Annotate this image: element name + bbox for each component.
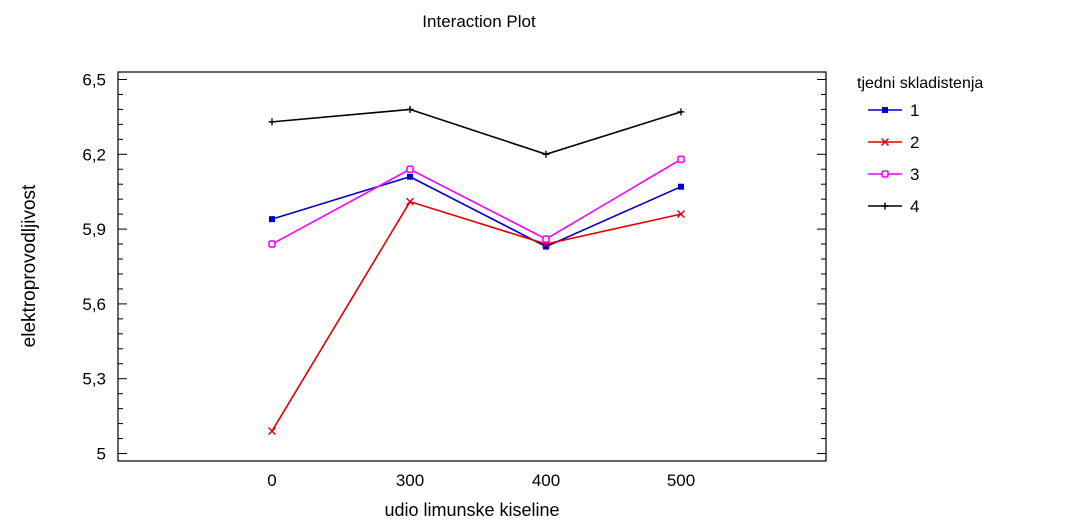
x-tick-label: 0 [267, 471, 276, 490]
data-point [542, 235, 550, 243]
y-axis-label: elektroprovodljivost [19, 184, 40, 347]
data-point [268, 240, 276, 248]
series-line [271, 158, 682, 245]
series-4 [268, 105, 685, 158]
legend-item-2: 2 [868, 133, 919, 152]
series-3 [268, 155, 685, 248]
legend-marker [881, 138, 889, 146]
data-point [406, 105, 414, 113]
legend-item-1: 1 [868, 101, 919, 120]
x-axis-label: udio limunske kiseline [384, 500, 559, 520]
data-point [678, 183, 684, 190]
x-axis: 0 300 400 500 [267, 471, 695, 490]
y-tick-label: 6,2 [82, 145, 106, 164]
legend-item-3: 3 [868, 165, 919, 184]
x-tick-label: 300 [396, 471, 424, 490]
y-tick-label: 5,6 [82, 295, 106, 314]
data-point [268, 427, 276, 436]
series-line [271, 200, 682, 432]
chart-title: Interaction Plot [422, 12, 536, 31]
series-1 [269, 173, 684, 250]
x-tick-label: 500 [667, 471, 695, 490]
y-tick-label: 5,3 [82, 370, 106, 389]
y-tick-label: 6,5 [82, 70, 106, 89]
legend-marker [881, 170, 889, 178]
legend-title: tjedni skladistenja [857, 75, 983, 92]
series-2 [268, 197, 685, 436]
legend-label: 2 [910, 133, 919, 152]
data-point [542, 150, 550, 158]
data-point [677, 155, 685, 164]
legend-marker [881, 202, 889, 210]
legend-marker [882, 107, 888, 113]
marker-stroke [677, 210, 685, 219]
legend-items: 1 2 3 4 [868, 101, 919, 216]
marker-stroke [406, 197, 414, 206]
series-layer [268, 105, 685, 436]
series-line [271, 108, 682, 156]
y-tick-label: 5 [97, 445, 106, 464]
data-point [677, 210, 685, 219]
y-tick-label: 5,9 [82, 220, 106, 239]
data-point [406, 165, 414, 174]
series-line [271, 175, 682, 248]
x-tick-label: 400 [532, 471, 560, 490]
y-axis: 5 5,3 5,6 5,9 6,2 6,5 [82, 70, 826, 464]
plot-frame [117, 71, 827, 462]
data-point [406, 197, 414, 206]
marker-stroke [268, 427, 276, 436]
legend-label: 3 [910, 165, 919, 184]
data-point [269, 216, 275, 223]
legend-label: 4 [910, 197, 919, 216]
legend-label: 1 [910, 101, 919, 120]
data-point [407, 173, 413, 180]
marker-stroke [881, 138, 889, 146]
legend: tjedni skladistenja 1 2 3 4 [857, 75, 983, 216]
data-point [677, 108, 685, 116]
data-point [268, 118, 276, 126]
legend-item-4: 4 [868, 197, 919, 216]
